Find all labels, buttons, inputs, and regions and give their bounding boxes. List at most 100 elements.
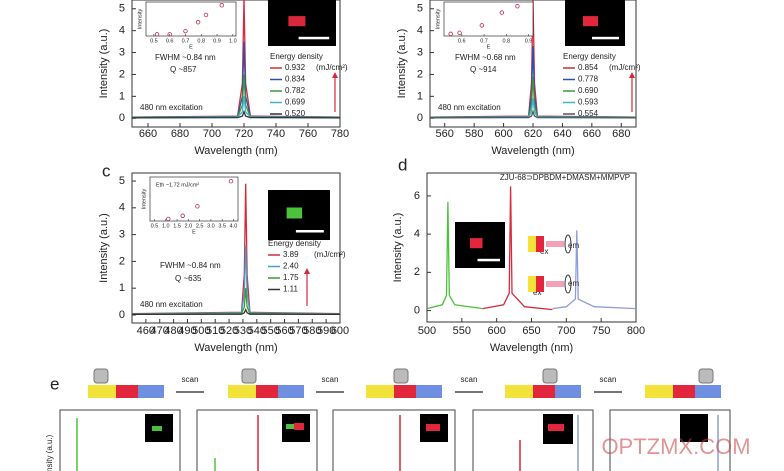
legend-label: 0.554 xyxy=(578,109,599,118)
annotation: FWHM ~0.84 nm xyxy=(160,261,221,270)
inset-x-tick-label: 3.0 xyxy=(207,223,215,229)
x-tick-label: 510 xyxy=(206,325,224,337)
inset-point xyxy=(195,204,200,209)
annotation: Q ~635 xyxy=(175,274,202,283)
arrow-head xyxy=(304,268,310,274)
inset-y-label: Intensity xyxy=(137,9,143,30)
x-tick-label: 600 xyxy=(487,325,505,337)
y-tick-label: 2 xyxy=(414,266,420,278)
x-tick-label: 660 xyxy=(139,128,157,140)
inset-frame xyxy=(149,176,239,222)
inset-x-tick-label: 1.5 xyxy=(173,223,181,229)
inset-point xyxy=(166,216,171,222)
annotation: Q ~914 xyxy=(470,65,497,74)
inset-x-tick-label: 0.5 xyxy=(151,223,159,229)
panel-e-drawings xyxy=(59,368,731,471)
inset-frame xyxy=(145,1,237,37)
y-tick-label: 4 xyxy=(119,202,125,214)
inset-x-tick-label: 2.0 xyxy=(185,223,193,229)
legend-label: 0.932 xyxy=(285,63,306,72)
legend-label: 0.778 xyxy=(578,75,599,84)
x-tick-label: 750 xyxy=(592,325,610,337)
inset-y-label: Intensity xyxy=(435,9,441,30)
inset-point xyxy=(167,32,172,37)
legend-label: 0.854 xyxy=(578,63,599,72)
y-tick-label: 3 xyxy=(119,46,125,58)
x-tick-label: 460 xyxy=(137,325,155,337)
x-tick-label: 650 xyxy=(522,325,540,337)
inset-point xyxy=(195,20,201,25)
y-tick-label: 0 xyxy=(119,309,125,321)
scale-bar xyxy=(295,230,324,233)
scan-label: scan xyxy=(600,375,617,384)
x-tick-label: 500 xyxy=(418,325,436,337)
spectrum-line xyxy=(132,307,340,316)
y-tick-label: 0 xyxy=(417,112,423,124)
y-tick-label: 4 xyxy=(417,25,423,37)
x-tick-label: 500 xyxy=(192,325,210,337)
inset-point xyxy=(183,28,188,34)
x-tick-label: 570 xyxy=(289,325,307,337)
annotation: 480 nm excitation xyxy=(140,300,203,309)
x-axis-label: Wavelength (nm) xyxy=(490,342,573,354)
legend-label: 0.699 xyxy=(285,98,306,107)
x-tick-label: 600 xyxy=(494,128,512,140)
inset-point xyxy=(448,31,453,37)
inset-note: Eth ~1.72 mJ/cm² xyxy=(156,182,199,188)
photo-spot xyxy=(470,238,483,249)
inset-x-label: E xyxy=(189,44,193,50)
inset-point xyxy=(457,30,462,36)
x-axis-label: Wavelength (nm) xyxy=(194,145,277,157)
panel-letter: c xyxy=(102,161,111,180)
x-tick-label: 700 xyxy=(557,325,575,337)
photo-spot xyxy=(288,16,306,27)
x-tick-label: 640 xyxy=(553,128,571,140)
inset-x-tick-label: 0.8 xyxy=(197,38,205,44)
y-tick-label: 0 xyxy=(119,112,125,124)
inset-frame xyxy=(443,1,534,37)
y-tick-label: 3 xyxy=(119,229,125,241)
plot-frame xyxy=(131,0,341,128)
chart-title: ZJU-68⊃DPBDM+DMASM+MMPVP xyxy=(500,173,630,182)
x-tick-label: 550 xyxy=(453,325,471,337)
x-tick-label: 490 xyxy=(178,325,196,337)
x-tick-label: 660 xyxy=(583,128,601,140)
inset-x-tick-label: 1.0 xyxy=(229,38,237,44)
y-tick-label: 2 xyxy=(417,68,423,80)
legend-title: Energy density xyxy=(270,52,323,61)
inset-y-label: Intensity xyxy=(141,189,147,210)
x-tick-label: 580 xyxy=(303,325,321,337)
inset-x-label: E xyxy=(487,44,491,50)
inset-x-label: E xyxy=(192,229,196,235)
inset-point xyxy=(180,213,185,218)
legend-unit: (mJ/cm²) xyxy=(609,63,641,72)
legend-unit: (mJ/cm²) xyxy=(316,63,348,72)
scan-label: scan xyxy=(322,375,339,384)
panel-letter: e xyxy=(50,374,59,393)
inset-point xyxy=(479,23,485,28)
x-tick-label: 550 xyxy=(261,325,279,337)
y-tick-label: 5 xyxy=(417,3,423,15)
inset-x-tick-label: 3.5 xyxy=(218,223,226,229)
annotation: em xyxy=(568,279,579,288)
inset-point xyxy=(228,178,234,184)
spectrum-line xyxy=(430,109,636,119)
inset-point xyxy=(154,32,160,37)
panel-e-y-label: Intensity (a.u.) xyxy=(45,434,54,471)
x-tick-label: 680 xyxy=(171,128,189,140)
x-tick-label: 520 xyxy=(220,325,238,337)
sketch-bar xyxy=(536,236,544,252)
legend-label: 2.40 xyxy=(283,262,299,271)
legend-label: 0.834 xyxy=(285,75,306,84)
inset-x-tick-label: 0.9 xyxy=(213,38,221,44)
x-axis-label: Wavelength (nm) xyxy=(194,342,277,354)
x-tick-label: 760 xyxy=(299,128,317,140)
x-tick-label: 560 xyxy=(275,325,293,337)
y-tick-label: 4 xyxy=(119,25,125,37)
legend-title: Energy density xyxy=(563,52,616,61)
inset-x-tick-label: 4.0 xyxy=(230,223,238,229)
x-tick-label: 580 xyxy=(465,128,483,140)
y-tick-label: 0 xyxy=(414,304,420,316)
annotation: em xyxy=(568,241,579,250)
photo-spot xyxy=(286,207,303,219)
